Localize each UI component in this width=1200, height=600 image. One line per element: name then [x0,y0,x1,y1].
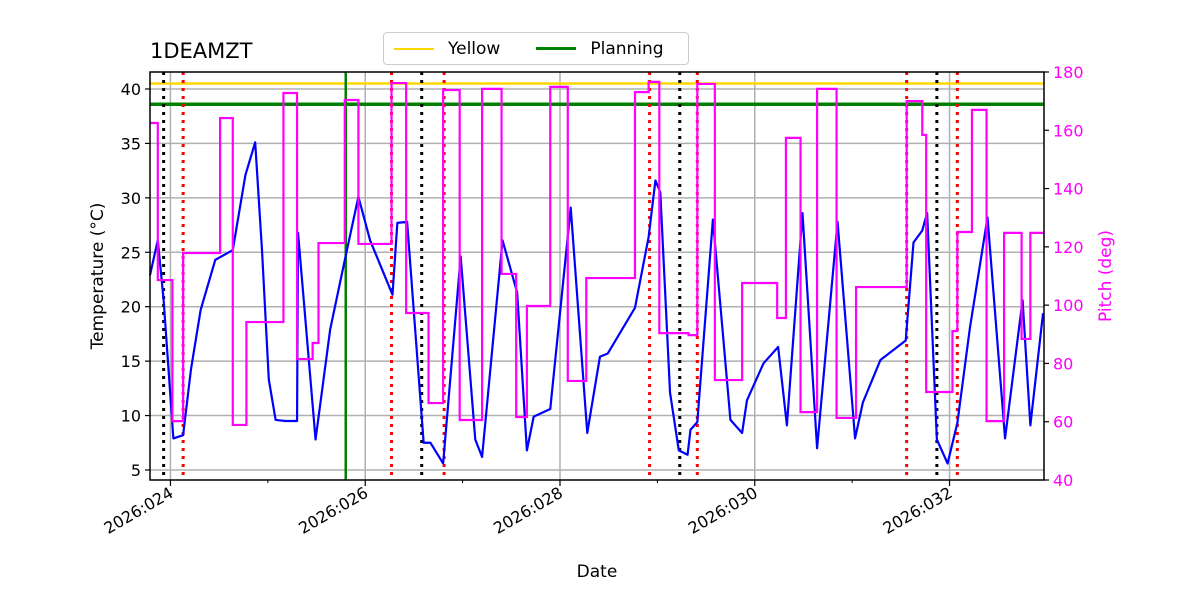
legend-item-yellow: Yellow [394,39,500,59]
y-axis-label: Temperature (°C) [88,203,108,351]
y2-tick-label: 60 [1053,413,1073,432]
legend-label: Planning [590,38,664,59]
y-tick-label: 40 [121,80,141,99]
legend-swatch-planning [536,47,577,50]
x-tick-label: 2026:030 [685,483,761,538]
plot-frame [149,71,1045,481]
x-tick-label: 2026:024 [101,483,177,538]
y2-axis-label: Pitch (deg) [1096,230,1116,322]
x-axis-label: Date [577,562,618,582]
legend-item-planning: Planning [536,38,664,59]
y2-tick-label: 180 [1053,63,1084,82]
y-tick-label: 30 [121,189,141,208]
legend-label: Yellow [448,38,501,59]
chart-title: 1DEAMZT [150,39,253,63]
temperature-series-line [148,141,1045,465]
legend: Yellow Planning [383,32,689,65]
x-tick-label: 2026:026 [295,483,371,538]
y2-tick-label: 100 [1053,296,1084,315]
y-tick-label: 25 [121,243,141,262]
y2-tick-label: 120 [1053,238,1084,257]
y2-tick-label: 160 [1053,121,1084,140]
y-tick-label: 15 [121,352,141,371]
y-tick-label: 5 [131,461,141,480]
y-tick-label: 20 [121,298,141,317]
y2-tick-label: 40 [1053,471,1073,490]
y-tick-label: 35 [121,134,141,153]
y2-tick-label: 80 [1053,354,1073,373]
legend-swatch-yellow [394,47,434,50]
y-tick-label: 10 [121,407,141,426]
y2-tick-label: 140 [1053,180,1084,199]
pitch-series-line [150,80,1044,427]
x-tick-label: 2026:032 [880,483,956,538]
x-tick-label: 2026:028 [490,483,566,538]
